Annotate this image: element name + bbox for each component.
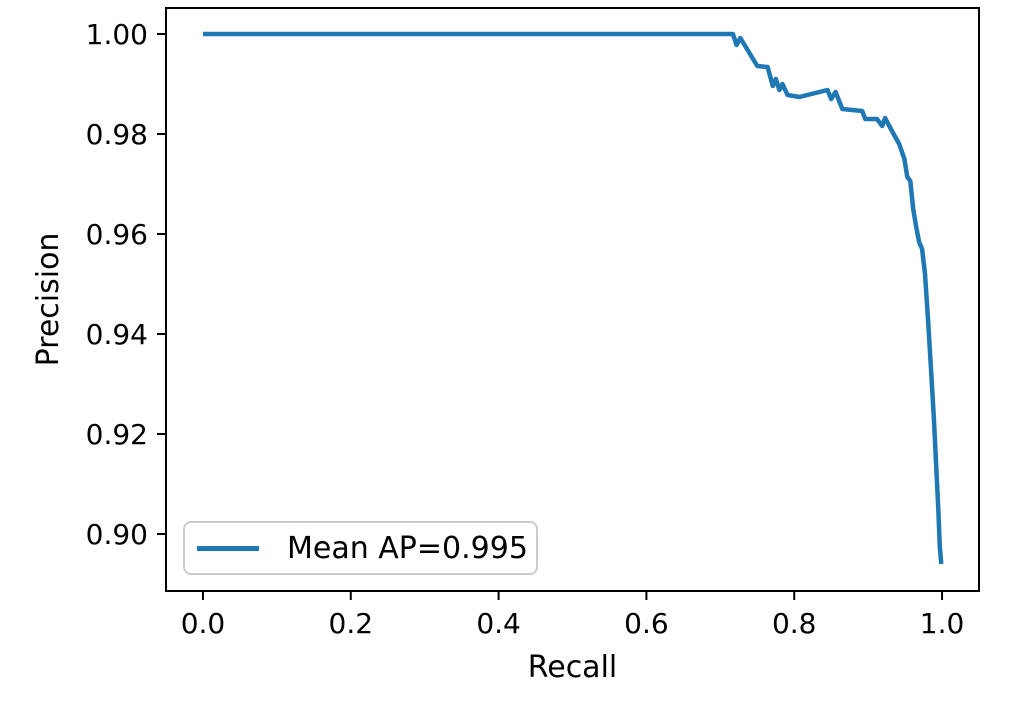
x-tick-label: 0.0	[181, 607, 226, 640]
plot-frame	[165, 7, 980, 592]
legend: Mean AP=0.995	[183, 521, 538, 575]
y-tick-label: 0.96	[86, 218, 148, 251]
x-tick-label: 0.6	[624, 607, 669, 640]
y-tick-label: 0.98	[86, 118, 148, 151]
y-tick-label: 0.92	[86, 418, 148, 451]
x-tick-label: 0.4	[476, 607, 521, 640]
x-tick-label: 0.2	[329, 607, 374, 640]
x-axis-label: Recall	[528, 650, 618, 685]
x-tick-label: 1.0	[920, 607, 965, 640]
y-tick-label: 1.00	[86, 18, 148, 51]
y-axis-label: Precision	[31, 233, 66, 367]
y-tick-label: 0.94	[86, 318, 148, 351]
y-tick-label: 0.90	[86, 518, 148, 551]
pr-curve-line	[203, 31, 944, 565]
legend-label: Mean AP=0.995	[287, 530, 528, 566]
legend-line-swatch	[197, 545, 259, 551]
x-tick-label: 0.8	[772, 607, 817, 640]
